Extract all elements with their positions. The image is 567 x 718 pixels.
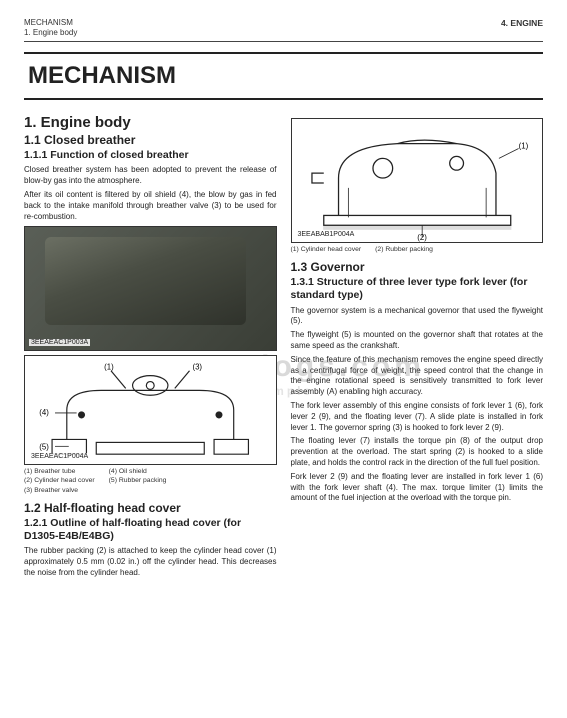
content-columns: 1. Engine body 1.1 Closed breather 1.1.1… <box>24 114 543 581</box>
header-right: 4. ENGINE <box>501 18 543 37</box>
figure-engine-photo: 3EEAEAC1P003A <box>24 226 277 351</box>
figure-breather-diagram: (1) (3) (4) (5) 3EEAEAC1P004A <box>24 355 277 465</box>
h2-governor: 1.3 Governor <box>291 260 544 274</box>
figure-code-3: 3EEABAB1P004A <box>296 231 357 238</box>
callout-r1: (1) <box>518 142 528 151</box>
figure-head-cover: (1) (2) 3EEABAB1P004A <box>291 118 544 243</box>
head-cover-svg: (1) (2) <box>292 119 543 242</box>
para-7: The fork lever assembly of this engine c… <box>291 401 544 433</box>
para-3: The rubber packing (2) is attached to ke… <box>24 546 277 578</box>
chapter-title: MECHANISM <box>24 52 543 100</box>
legend-1-col2: (4) Oil shield (5) Rubber packing <box>109 467 167 495</box>
page-header: MECHANISM 1. Engine body 4. ENGINE <box>24 18 543 37</box>
h3-outline-half-floating: 1.2.1 Outline of half-floating head cove… <box>24 517 277 543</box>
para-1: Closed breather system has been adopted … <box>24 165 277 187</box>
legend-1-col1: (1) Breather tube (2) Cylinder head cove… <box>24 467 95 495</box>
callout-3: (3) <box>192 363 202 372</box>
para-8: The floating lever (7) installs the torq… <box>291 436 544 468</box>
figure-code-1: 3EEAEAC1P003A <box>29 339 90 346</box>
figure-code-2: 3EEAEAC1P004A <box>29 453 90 460</box>
legend-1-2: (2) Cylinder head cover <box>24 476 95 485</box>
para-2: After its oil content is filtered by oil… <box>24 190 277 222</box>
legend-1-5: (5) Rubber packing <box>109 476 167 485</box>
callout-5: (5) <box>39 443 49 452</box>
para-6: Since the feature of this mechanism remo… <box>291 355 544 398</box>
legend-3: (1) Cylinder head cover (2) Rubber packi… <box>291 245 544 254</box>
header-chapter: MECHANISM <box>24 18 77 28</box>
callout-r2: (2) <box>417 233 427 242</box>
header-rule <box>24 41 543 42</box>
legend-1-4: (4) Oil shield <box>109 467 167 476</box>
legend-3-2: (2) Rubber packing <box>375 245 433 254</box>
h3-three-lever: 1.3.1 Structure of three lever type fork… <box>291 276 544 302</box>
h3-function-closed-breather: 1.1.1 Function of closed breather <box>24 149 277 162</box>
h2-half-floating: 1.2 Half-floating head cover <box>24 501 277 515</box>
breather-svg: (1) (3) (4) (5) <box>25 356 276 464</box>
para-4: The governor system is a mechanical gove… <box>291 306 544 328</box>
legend-1-1: (1) Breather tube <box>24 467 95 476</box>
callout-4: (4) <box>39 408 49 417</box>
callout-1: (1) <box>104 363 114 372</box>
left-column: 1. Engine body 1.1 Closed breather 1.1.1… <box>24 114 277 581</box>
header-left: MECHANISM 1. Engine body <box>24 18 77 37</box>
header-section: 1. Engine body <box>24 28 77 38</box>
para-5: The flyweight (5) is mounted on the gove… <box>291 330 544 352</box>
legend-3-1: (1) Cylinder head cover <box>291 245 362 254</box>
legend-1-3: (3) Breather valve <box>24 486 95 495</box>
legend-1: (1) Breather tube (2) Cylinder head cove… <box>24 467 277 495</box>
right-column: (1) (2) 3EEABAB1P004A (1) Cylinder head … <box>291 114 544 581</box>
para-9: Fork lever 2 (9) and the floating lever … <box>291 472 544 504</box>
h1-engine-body: 1. Engine body <box>24 114 277 131</box>
h2-closed-breather: 1.1 Closed breather <box>24 133 277 147</box>
